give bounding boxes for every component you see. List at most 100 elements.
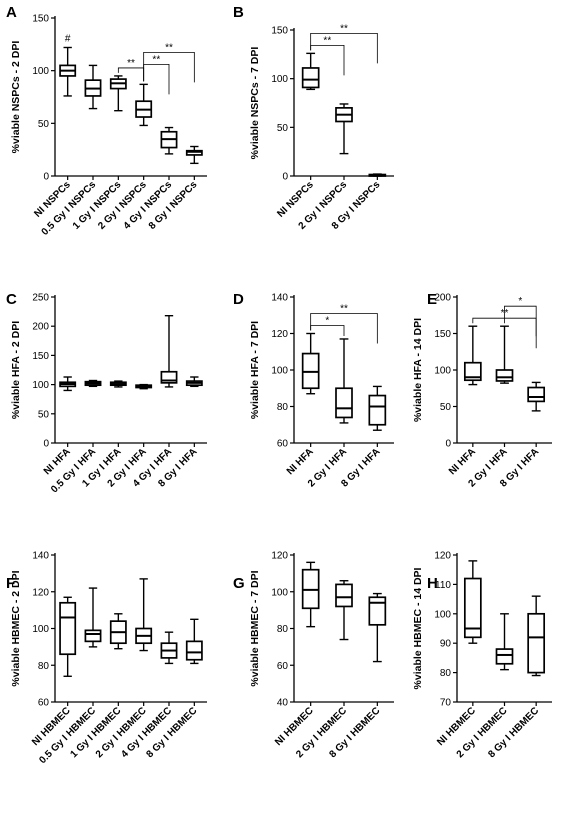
box-4	[135, 383, 153, 390]
box-6	[185, 145, 203, 165]
y-axis-label: %viable HBMEC - 14 DPI	[412, 567, 424, 689]
panel-letter: B	[233, 4, 244, 21]
y-tick-label: 250	[32, 293, 49, 304]
box-2	[335, 103, 353, 155]
panel-letter: A	[6, 4, 17, 21]
significance-mark: *	[518, 296, 522, 307]
y-tick-label: 120	[271, 551, 288, 562]
y-tick-label: 150	[32, 14, 49, 25]
box-2	[495, 325, 514, 384]
y-axis-label: %viable HFA - 7 DPI	[249, 321, 261, 419]
box-4	[135, 83, 153, 127]
y-tick-label: 0	[445, 439, 451, 450]
box-1	[301, 52, 320, 91]
box-2	[335, 580, 353, 641]
y-tick-label: 150	[271, 26, 288, 37]
box-5	[160, 631, 178, 665]
y-tick-label: 120	[32, 587, 49, 598]
y-tick-label: 200	[32, 322, 49, 333]
box-1	[463, 560, 482, 644]
box-iqr	[185, 640, 203, 661]
y-tick-label: 100	[32, 380, 49, 391]
y-tick-label: 100	[32, 66, 49, 77]
y-tick-label: 0	[43, 172, 49, 183]
significance-bracket	[143, 63, 170, 95]
box-2	[84, 587, 102, 648]
panel-letter: F	[6, 575, 15, 592]
category-label: NI HFA	[447, 446, 478, 477]
box-iqr	[495, 369, 514, 382]
box-1	[463, 325, 482, 386]
box-iqr	[301, 67, 320, 89]
y-tick-label: 80	[440, 668, 452, 679]
panel-letter: C	[6, 291, 17, 308]
box-5	[160, 126, 178, 155]
box-3	[368, 385, 387, 431]
y-tick-label: 60	[38, 698, 50, 709]
box-iqr	[527, 386, 546, 403]
box-2	[84, 64, 102, 110]
significance-mark: *	[325, 316, 329, 327]
panel-letter: G	[233, 575, 245, 592]
panel-H: H%viable HBMEC - 14 DPI708090100110120NI…	[412, 551, 552, 760]
box-6	[185, 376, 203, 388]
y-axis-label: %viable HFA - 14 DPI	[412, 318, 424, 422]
significance-bracket	[310, 313, 378, 344]
y-tick-label: 80	[38, 661, 50, 672]
y-tick-label: 200	[434, 293, 451, 304]
y-tick-label: 150	[434, 329, 451, 340]
significance-bracket	[310, 32, 378, 64]
y-tick-label: 0	[282, 172, 288, 183]
box-3	[527, 595, 546, 677]
panel-letter: E	[427, 291, 437, 308]
y-tick-label: 80	[277, 624, 289, 635]
y-tick-label: 140	[32, 551, 49, 562]
box-2	[84, 379, 102, 388]
y-tick-label: 100	[434, 609, 451, 620]
box-iqr	[527, 612, 546, 674]
significance-mark: **	[340, 23, 348, 34]
box-1	[301, 561, 320, 628]
significance-mark: **	[340, 304, 348, 315]
y-axis-label: %viable NSPCs - 2 DPI	[10, 41, 22, 154]
y-tick-label: 140	[271, 293, 288, 304]
y-tick-label: 120	[271, 329, 288, 340]
y-tick-label: 60	[277, 439, 289, 450]
box-1	[59, 596, 77, 677]
box-iqr	[368, 394, 387, 426]
box-2	[495, 613, 514, 671]
box-1	[59, 376, 77, 392]
box-2	[335, 338, 353, 424]
significance-mark: **	[127, 58, 135, 69]
y-tick-label: 50	[38, 409, 50, 420]
box-iqr	[335, 583, 353, 608]
box-1	[59, 46, 77, 97]
box-iqr	[368, 596, 387, 626]
box-iqr	[463, 361, 482, 382]
y-tick-label: 60	[277, 661, 289, 672]
significance-mark: **	[152, 54, 160, 65]
y-tick-label: 100	[271, 74, 288, 85]
y-tick-label: 100	[434, 366, 451, 377]
y-tick-label: 70	[440, 698, 452, 709]
box-4	[135, 578, 153, 652]
box-iqr	[463, 577, 482, 639]
significance-mark: **	[165, 42, 173, 53]
box-iqr	[160, 370, 178, 384]
box-iqr	[59, 601, 77, 656]
y-axis-label: %viable HBMEC - 7 DPI	[249, 570, 261, 686]
y-tick-label: 50	[277, 123, 289, 134]
box-3	[527, 381, 546, 412]
box-3	[109, 75, 127, 112]
y-tick-label: 90	[440, 639, 452, 650]
y-tick-label: 120	[434, 551, 451, 562]
box-iqr	[495, 648, 514, 665]
y-axis-label: %viable HFA - 2 DPI	[10, 321, 22, 419]
significance-bracket	[143, 51, 195, 83]
